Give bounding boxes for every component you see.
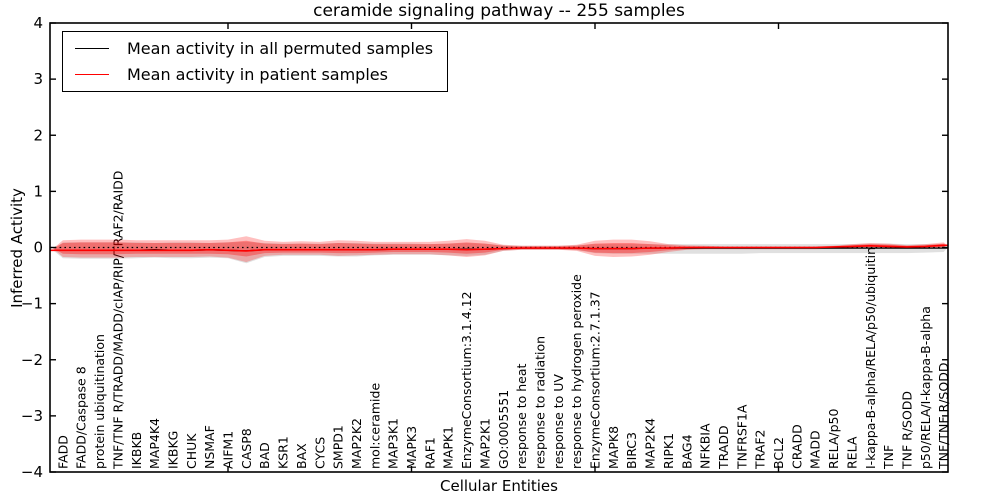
x-tick-label: FADD [55, 435, 70, 469]
x-tick-label: MAPK1 [441, 426, 456, 469]
y-tick-label: −3 [21, 407, 43, 425]
x-tick-label: MAP2K2 [349, 418, 364, 469]
x-tick-label: I-kappa-B-alpha/RELA/p50/ubiquitin [863, 247, 878, 469]
x-tick-label: TRADD [716, 425, 731, 470]
legend-entry-patient: Mean activity in patient samples [75, 65, 433, 84]
x-tick-label: MAPK3 [404, 426, 419, 469]
x-tick-label: BAG4 [679, 434, 694, 469]
x-tick-label: response to UV [551, 374, 566, 469]
x-tick-label: IKBKG [165, 431, 180, 469]
permuted-line-swatch [75, 48, 109, 50]
y-tick-label: 3 [33, 70, 43, 88]
x-tick-label: MAPK8 [606, 426, 621, 469]
x-tick-label: response to heat [514, 363, 529, 469]
legend-label-permuted: Mean activity in all permuted samples [127, 39, 434, 58]
x-tick-label: p50/RELA/I-kappa-B-alpha [918, 306, 933, 469]
y-tick-label: 1 [33, 182, 43, 200]
x-tick-label: KSR1 [276, 436, 291, 469]
x-tick-label: NFKBIA [698, 423, 713, 469]
x-tick-label: MAP2K1 [477, 418, 492, 469]
legend-entry-permuted: Mean activity in all permuted samples [75, 39, 433, 58]
x-tick-label: AIFM1 [221, 431, 236, 469]
x-tick-label: EnzymeConsortium:2.7.1.37 [588, 291, 603, 469]
patient-line-swatch [75, 74, 109, 76]
x-tick-label: BIRC3 [624, 432, 639, 469]
y-tick-label: 2 [33, 126, 43, 144]
x-tick-label: EnzymeConsortium:3.1.4.12 [459, 291, 474, 469]
x-tick-label: BAD [257, 442, 272, 469]
x-tick-label: BAX [294, 443, 309, 469]
x-tick-label: CYCS [312, 437, 327, 469]
x-tick-label: TNF [881, 445, 896, 470]
x-tick-label: RAF1 [422, 437, 437, 469]
y-tick-label: −1 [21, 295, 43, 313]
x-tick-label: NSMAF [202, 425, 217, 469]
y-tick-label: −2 [21, 351, 43, 369]
x-tick-label: CRADD [789, 424, 804, 469]
x-tick-label: TNF R/SODD [899, 391, 914, 470]
x-tick-label: MADD [808, 430, 823, 469]
x-tick-label: MAP3K1 [386, 418, 401, 469]
x-tick-label: TRAF2 [753, 429, 768, 470]
legend-label-patient: Mean activity in patient samples [127, 65, 388, 85]
x-tick-label: RIPK1 [661, 433, 676, 469]
patient-mean-line [50, 244, 948, 252]
x-tick-label: response to radiation [532, 336, 547, 469]
x-tick-label: FADD/Caspase 8 [74, 366, 89, 469]
x-tick-label: response to hydrogen peroxide [569, 274, 584, 469]
y-tick-label: 0 [33, 239, 43, 257]
x-tick-label: MAP4K4 [147, 418, 162, 469]
x-tick-label: mol:ceramide [367, 383, 382, 469]
chart-title: ceramide signaling pathway -- 255 sample… [313, 1, 685, 21]
x-tick-label: TNF/TNF R/TRADD/MADD/cIAP/RIP/TRAF2/RAID… [110, 171, 125, 470]
x-tick-label: RELA/p50 [826, 409, 841, 469]
x-tick-label: SMPD1 [331, 425, 346, 469]
legend-box: Mean activity in all permuted samples Me… [62, 31, 449, 93]
x-tick-label: GO:0005551 [496, 390, 511, 469]
x-tick-label: CASP8 [239, 428, 254, 469]
x-tick-label: protein ubiquitination [92, 334, 107, 469]
x-tick-label: RELA [844, 436, 859, 469]
y-tick-label: −4 [21, 463, 43, 481]
x-tick-label: MAP2K4 [643, 418, 658, 469]
x-axis-label: Cellular Entities [440, 477, 558, 495]
x-tick-label: CHUK [184, 433, 199, 469]
y-axis-label: Inferred Activity [8, 188, 26, 308]
x-tick-label: TNFRSF1A [734, 404, 749, 470]
x-tick-label: IKBKB [129, 432, 144, 469]
x-tick-label: BCL2 [771, 437, 786, 469]
y-tick-label: 4 [33, 14, 43, 32]
